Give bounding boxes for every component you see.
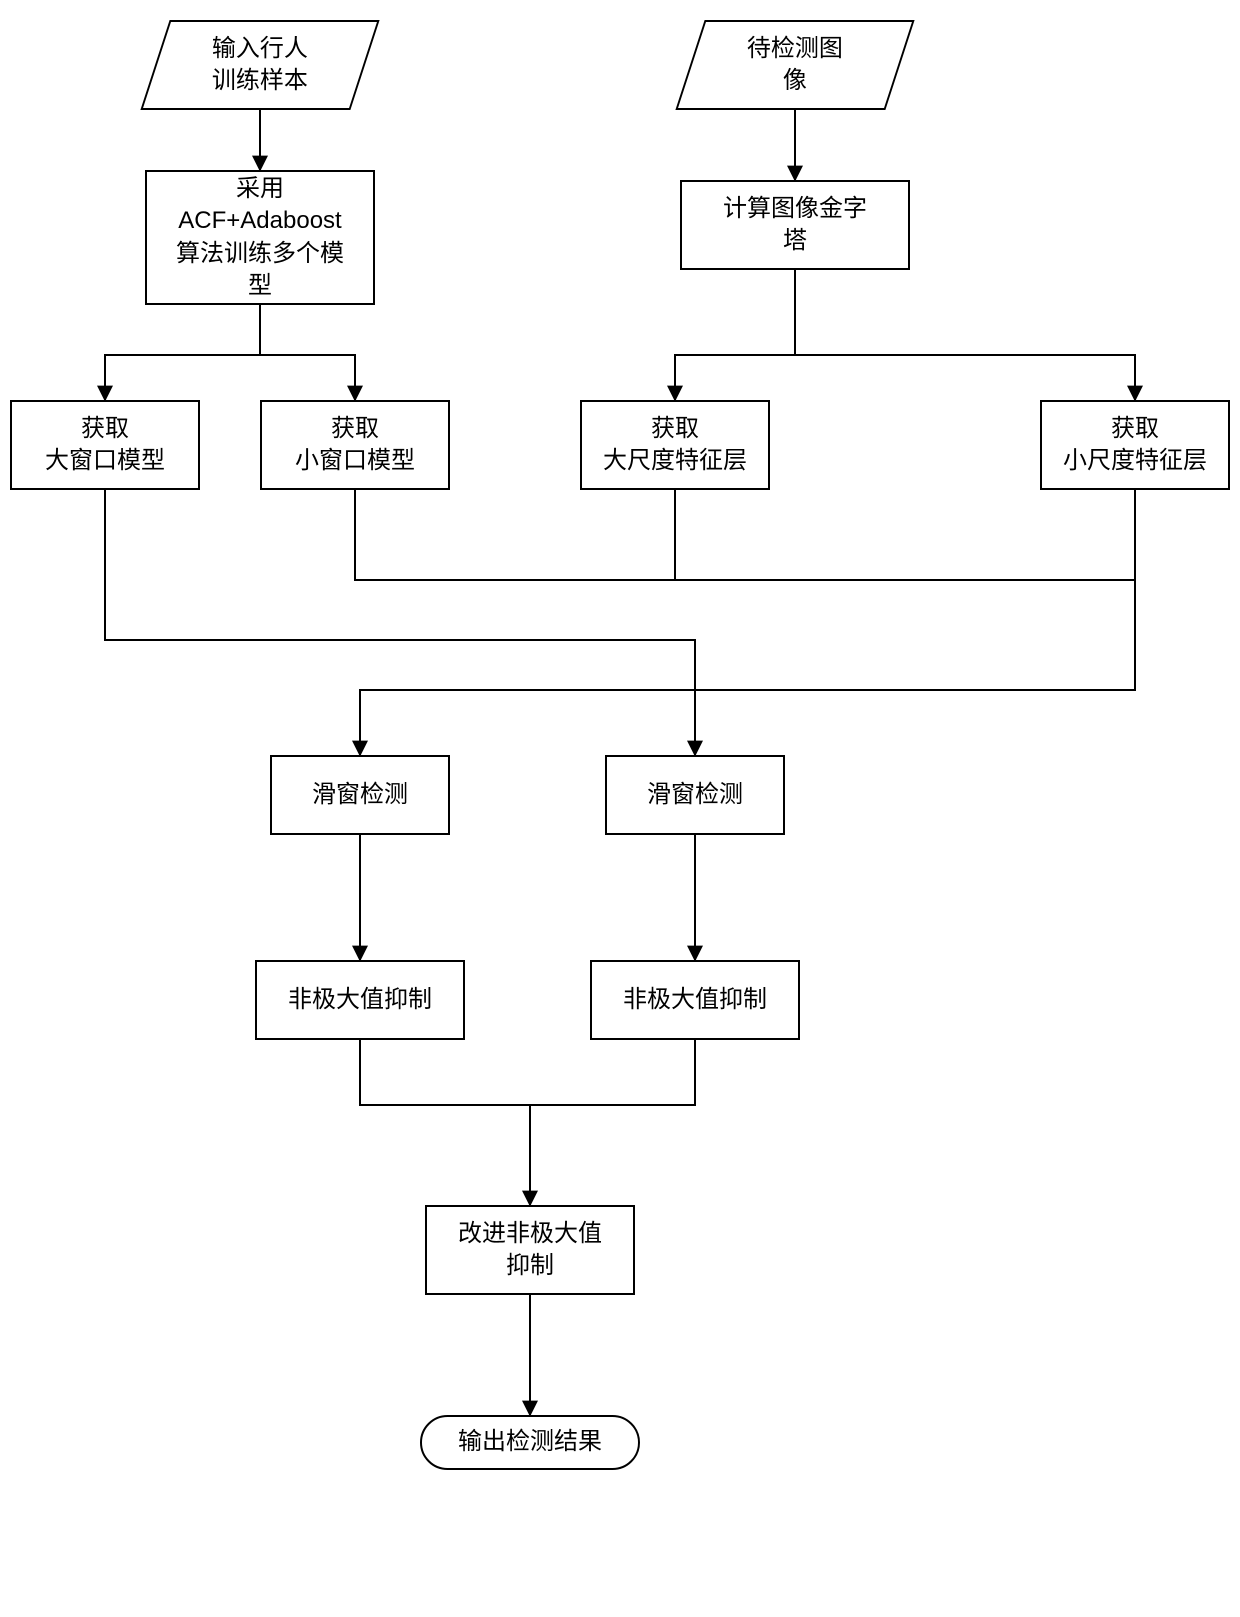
node-label: 滑窗检测 [312,779,408,811]
nms-right: 非极大值抑制 [590,960,800,1040]
get-small-scale-feature-layer: 获取小尺度特征层 [1040,400,1230,490]
node-label: 待检测图像 [747,33,843,98]
node-label: 获取小窗口模型 [295,413,415,478]
improved-nms: 改进非极大值抑制 [425,1205,635,1295]
node-label: 计算图像金字塔 [723,193,867,258]
output-detection-result: 输出检测结果 [420,1415,640,1470]
node-label: 滑窗检测 [647,779,743,811]
node-label: 获取大窗口模型 [45,413,165,478]
sliding-window-detection-right: 滑窗检测 [605,755,785,835]
compute-image-pyramid: 计算图像金字塔 [680,180,910,270]
node-label: 输入行人训练样本 [212,33,308,98]
get-large-window-model: 获取大窗口模型 [10,400,200,490]
node-label: 获取大尺度特征层 [603,413,747,478]
get-large-scale-feature-layer: 获取大尺度特征层 [580,400,770,490]
node-label: 非极大值抑制 [623,984,767,1016]
node-label: 采用ACF+Adaboost算法训练多个模型 [176,173,344,303]
node-label: 获取小尺度特征层 [1063,413,1207,478]
node-label: 改进非极大值抑制 [458,1218,602,1283]
train-acf-adaboost-models: 采用ACF+Adaboost算法训练多个模型 [145,170,375,305]
input-training-samples: 输入行人训练样本 [140,20,379,110]
get-small-window-model: 获取小窗口模型 [260,400,450,490]
node-label: 输出检测结果 [458,1426,602,1458]
node-label: 非极大值抑制 [288,984,432,1016]
input-image-to-detect: 待检测图像 [675,20,914,110]
nms-left: 非极大值抑制 [255,960,465,1040]
sliding-window-detection-left: 滑窗检测 [270,755,450,835]
